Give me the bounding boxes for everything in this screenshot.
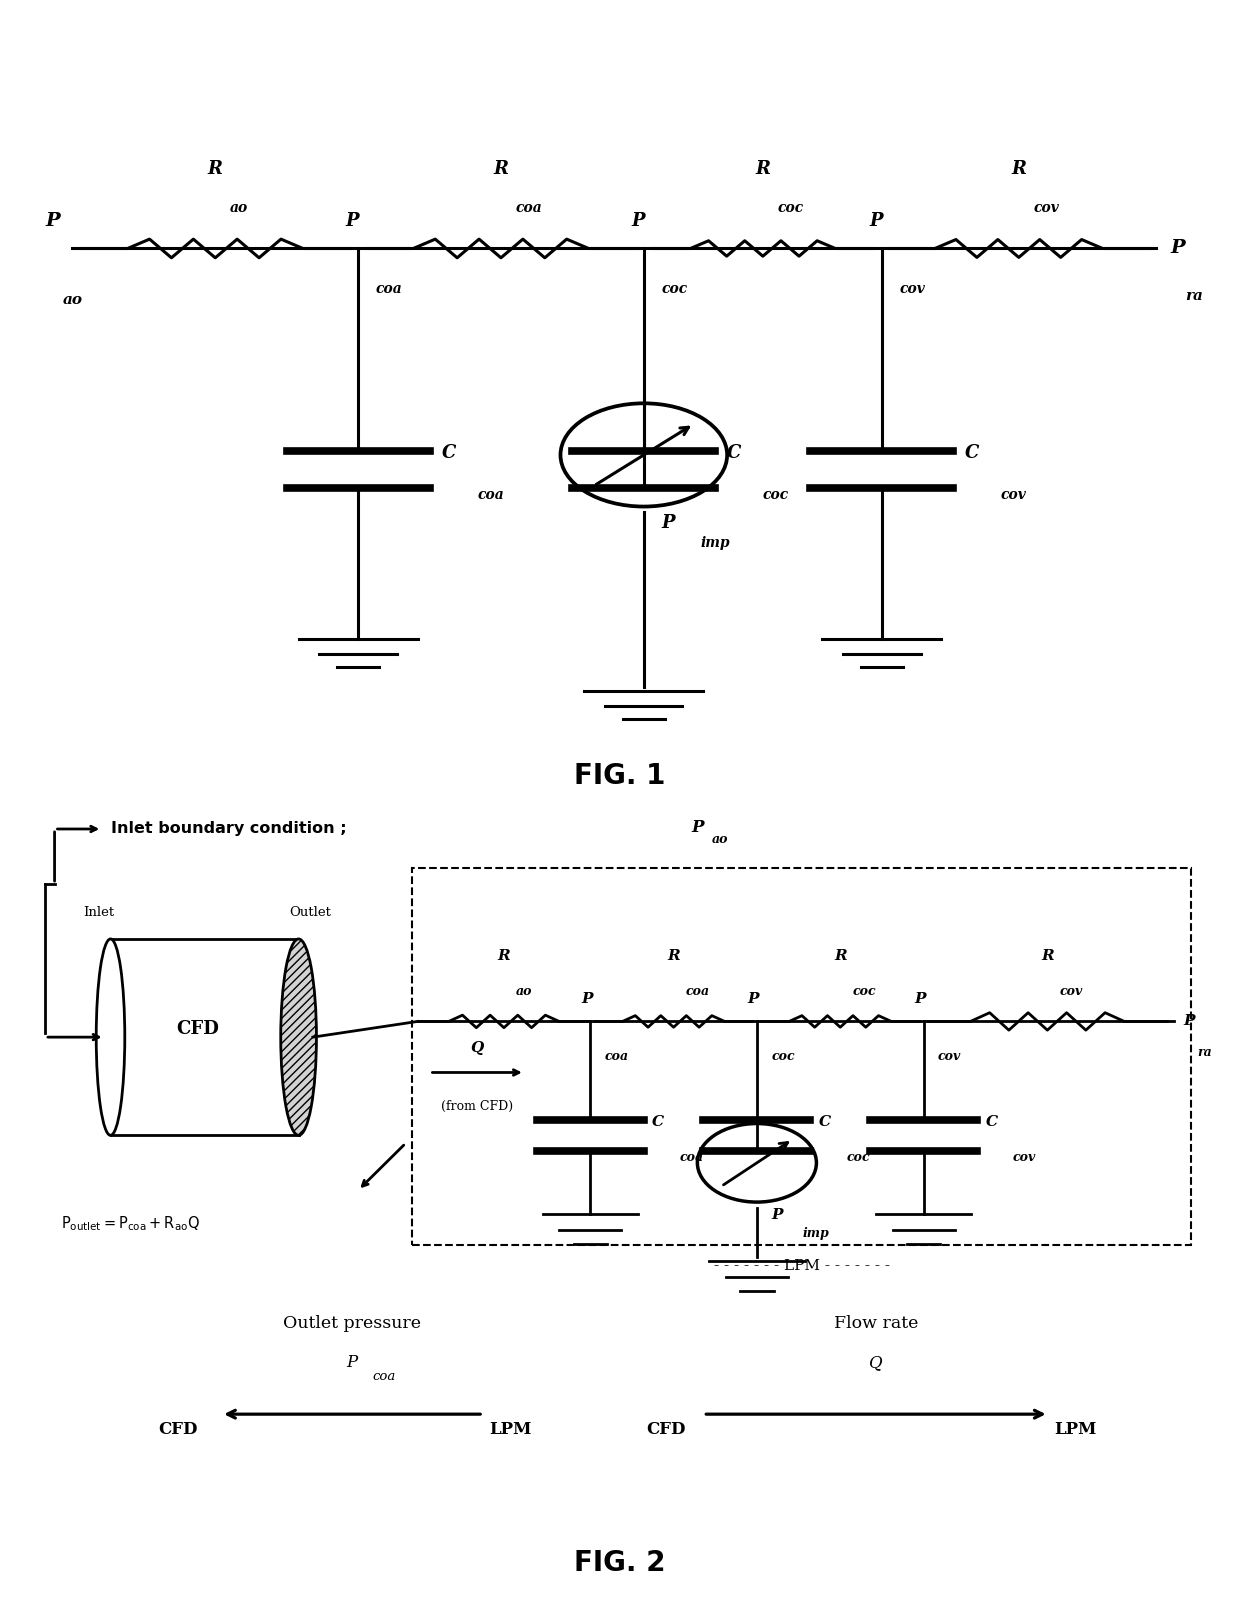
Text: cov: cov (937, 1050, 961, 1063)
Text: P: P (346, 212, 358, 231)
Text: coa: coa (680, 1151, 703, 1164)
Text: ao: ao (62, 293, 82, 308)
Text: CFD: CFD (646, 1422, 686, 1438)
Text: R: R (1012, 160, 1027, 178)
Text: C: C (441, 444, 456, 462)
Text: R: R (497, 949, 510, 962)
Text: R: R (755, 160, 770, 178)
Text: FIG. 1: FIG. 1 (574, 761, 666, 790)
Text: P: P (771, 1209, 782, 1223)
Text: Inlet boundary condition ;: Inlet boundary condition ; (110, 821, 352, 837)
Text: coc: coc (777, 202, 804, 215)
Text: R: R (667, 949, 680, 962)
Text: C: C (727, 444, 742, 462)
Ellipse shape (97, 939, 125, 1135)
Text: (from CFD): (from CFD) (441, 1100, 513, 1112)
Text: R: R (1042, 949, 1054, 962)
Text: ao: ao (516, 984, 532, 997)
Text: Q: Q (470, 1042, 484, 1055)
Text: cov: cov (1013, 1151, 1037, 1164)
Text: LPM: LPM (1054, 1422, 1097, 1438)
Text: C: C (818, 1116, 831, 1129)
Text: P: P (914, 992, 926, 1005)
Text: Flow rate: Flow rate (833, 1316, 918, 1332)
Text: ao: ao (229, 202, 248, 215)
Text: coa: coa (376, 282, 403, 297)
Text: coc: coc (846, 1151, 869, 1164)
Bar (110, 939, 299, 1135)
Text: ra: ra (1198, 1047, 1211, 1060)
Text: R: R (208, 160, 223, 178)
Text: cov: cov (1033, 202, 1059, 215)
Text: FIG. 2: FIG. 2 (574, 1550, 666, 1577)
Text: C: C (986, 1116, 997, 1129)
Text: $\mathrm{P_{outlet}=P_{coa}+R_{ao}Q}$: $\mathrm{P_{outlet}=P_{coa}+R_{ao}Q}$ (61, 1213, 200, 1233)
Text: coc: coc (771, 1050, 795, 1063)
Text: C: C (965, 444, 980, 462)
Text: R: R (494, 160, 508, 178)
Text: imp: imp (802, 1228, 828, 1241)
Text: cov: cov (1059, 984, 1083, 997)
Text: coc: coc (662, 282, 688, 297)
Text: P: P (631, 212, 645, 231)
Text: R: R (835, 949, 847, 962)
Text: cov: cov (1001, 489, 1027, 502)
Text: Inlet: Inlet (83, 906, 114, 920)
Text: P: P (869, 212, 883, 231)
Text: P: P (1183, 1015, 1194, 1029)
Text: P: P (692, 819, 704, 835)
Text: coa: coa (686, 984, 709, 997)
Text: Outlet: Outlet (290, 906, 331, 920)
Text: coa: coa (477, 489, 503, 502)
Ellipse shape (280, 939, 316, 1135)
Text: cov: cov (900, 282, 925, 297)
Text: P: P (46, 212, 61, 231)
Text: P: P (347, 1355, 357, 1371)
Text: P: P (662, 515, 675, 532)
Text: C: C (652, 1116, 665, 1129)
Text: CFD: CFD (157, 1422, 197, 1438)
Text: P: P (748, 992, 759, 1005)
Text: imp: imp (701, 535, 730, 550)
Text: coa: coa (372, 1369, 396, 1383)
Text: P: P (1171, 239, 1184, 258)
Text: P: P (580, 992, 593, 1005)
Text: coa: coa (516, 202, 542, 215)
Text: LPM: LPM (489, 1422, 532, 1438)
Text: ao: ao (712, 832, 728, 846)
Text: CFD: CFD (176, 1020, 218, 1039)
Text: Outlet pressure: Outlet pressure (283, 1316, 422, 1332)
Text: ra: ra (1185, 290, 1203, 303)
Text: coc: coc (852, 984, 875, 997)
Text: coc: coc (763, 489, 789, 502)
Text: Q: Q (869, 1355, 883, 1371)
Text: - - - - - - - LPM - - - - - - -: - - - - - - - LPM - - - - - - - (713, 1260, 889, 1273)
Text: coa: coa (605, 1050, 629, 1063)
